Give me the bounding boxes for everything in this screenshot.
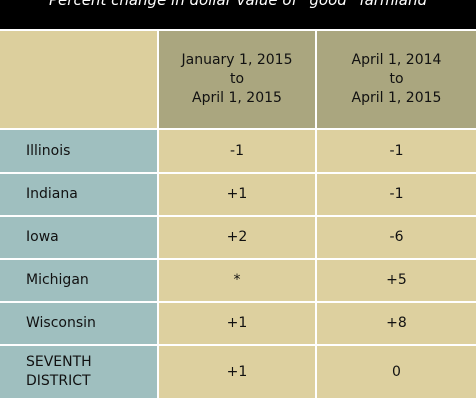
data-cell: +8	[317, 303, 476, 344]
table-title: Percent change in dollar value of “good”…	[49, 0, 427, 9]
row-label-line: Indiana	[26, 186, 78, 202]
data-cell: -1	[317, 174, 476, 215]
data-cell: -1	[317, 130, 476, 172]
column-header-line: January 1, 2015	[181, 52, 293, 68]
row-label-line: SEVENTH	[26, 354, 92, 370]
title-bar: Percent change in dollar value of “good”…	[0, 0, 476, 29]
row-label: Iowa	[0, 217, 157, 258]
data-cell: *	[159, 260, 315, 301]
column-header: January 1, 2015 to April 1, 2015	[159, 31, 315, 128]
column-header-line: April 1, 2015	[192, 90, 282, 106]
data-cell: +1	[159, 346, 315, 398]
row-label-line: DISTRICT	[26, 373, 91, 389]
data-cell: -1	[159, 130, 315, 172]
header-corner	[0, 31, 157, 128]
row-label: SEVENTH DISTRICT	[0, 346, 157, 398]
data-cell: +5	[317, 260, 476, 301]
row-label: Wisconsin	[0, 303, 157, 344]
column-header: April 1, 2014 to April 1, 2015	[317, 31, 476, 128]
row-label: Indiana	[0, 174, 157, 215]
row-label: Michigan	[0, 260, 157, 301]
row-label-line: Illinois	[26, 142, 71, 159]
data-cell: +1	[159, 303, 315, 344]
column-header-line: to	[229, 71, 245, 87]
row-label-line: Wisconsin	[26, 315, 96, 331]
data-cell: -6	[317, 217, 476, 258]
row-label-line: Michigan	[26, 272, 89, 288]
data-cell: 0	[317, 346, 476, 398]
column-header-line: April 1, 2014	[351, 52, 442, 68]
data-cell: +2	[159, 217, 315, 258]
column-header-line: April 1, 2015	[351, 90, 442, 106]
row-label: Illinois	[0, 130, 157, 172]
row-label-line: Iowa	[26, 229, 59, 245]
column-header-line: to	[389, 71, 404, 87]
data-cell: +1	[159, 174, 315, 215]
